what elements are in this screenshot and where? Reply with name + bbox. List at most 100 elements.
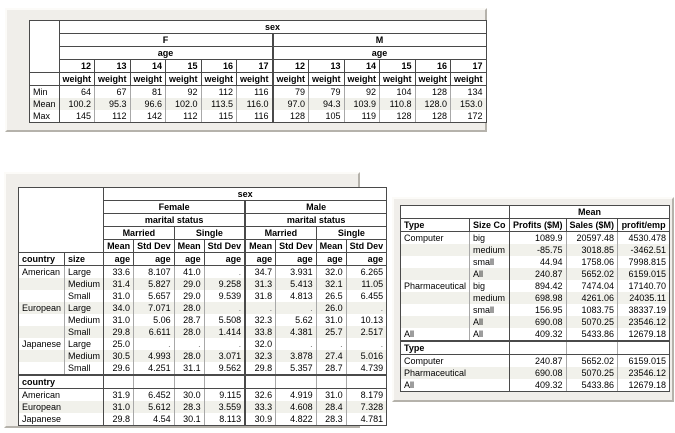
country-cell	[18, 290, 66, 302]
data-cell: 5.508	[204, 314, 246, 326]
age-measure-header: age	[173, 252, 205, 266]
stat-row-label: Min	[29, 85, 60, 98]
data-cell: 8.113	[204, 413, 246, 426]
data-cell: 28.0	[174, 326, 205, 338]
data-cell: 7.328	[346, 401, 388, 413]
data-cell: 29.0	[174, 290, 205, 302]
data-cell: 103.9	[344, 98, 381, 110]
data-cell: 3.071	[204, 350, 246, 362]
data-cell: .	[204, 265, 246, 278]
data-cell: 26.5	[316, 290, 347, 302]
data-cell: 3.559	[204, 401, 246, 413]
data-cell: 28.7	[316, 362, 347, 375]
data-cell: 5.657	[133, 290, 175, 302]
empty-cell	[617, 340, 671, 355]
type-summary-label: Pharmaceutical	[400, 367, 511, 379]
data-cell: 240.87	[509, 268, 567, 280]
corner-cell	[17, 187, 105, 253]
age-measure-header: age	[103, 252, 135, 266]
data-cell: 79	[271, 85, 310, 98]
data-cell: 112	[94, 110, 131, 123]
data-cell: 32.6	[244, 388, 277, 401]
single-header: Single	[315, 226, 388, 240]
measure-header: weight	[94, 72, 131, 86]
data-cell: 9.115	[204, 388, 246, 401]
age-col-header: 12	[271, 59, 310, 73]
data-cell: 4.822	[275, 413, 317, 426]
data-cell: 38337.19	[617, 304, 671, 316]
data-cell: 4.739	[346, 362, 388, 375]
empty-cell	[133, 374, 175, 389]
stat-row-label: Max	[29, 110, 60, 123]
age-col-header: 12	[58, 59, 96, 73]
company-summary-panel: Mean Type Size Co Profits ($M) Sales ($M…	[392, 197, 674, 402]
data-cell: 2.517	[346, 326, 388, 338]
age-col-header: 13	[308, 59, 345, 73]
size-cell: Large	[64, 265, 105, 278]
data-cell: 17140.70	[617, 280, 671, 292]
table-row: Japanese Large 25.0 . . . 32.0 . . .	[18, 338, 388, 350]
age-col-header: 13	[94, 59, 131, 73]
mean-group-header: Mean	[509, 205, 671, 219]
measure-header: weight	[379, 72, 416, 86]
data-cell: 29.0	[174, 278, 205, 290]
age-col-header: 15	[379, 59, 416, 73]
table-row: Computer big 1089.9 20597.48 4530.478	[400, 231, 671, 244]
country-summary-label: American	[18, 388, 105, 401]
mean-header: Mean	[173, 239, 205, 253]
measure-header: weight	[308, 72, 345, 86]
table-row: European Large 34.0 7.071 28.0 . . . 26.…	[18, 302, 388, 314]
data-cell: 31.0	[316, 388, 347, 401]
data-cell: -85.75	[509, 244, 567, 256]
data-cell: 34.7	[244, 265, 277, 278]
data-cell: 113.5	[201, 98, 238, 110]
age-summary-panel: sex Female Male marital status marital s…	[4, 172, 388, 428]
data-cell: 31.9	[103, 388, 135, 401]
corner-cell	[29, 20, 60, 73]
data-cell: 6.452	[133, 388, 175, 401]
data-cell: 23546.12	[617, 367, 671, 379]
empty-cell	[204, 374, 246, 389]
data-cell: 29.8	[103, 326, 135, 338]
data-cell: 105	[308, 110, 345, 123]
size-cell: small	[469, 304, 511, 316]
data-cell: 102.0	[165, 98, 202, 110]
data-cell: 4.608	[275, 401, 317, 413]
data-cell: 25.7	[316, 326, 347, 338]
data-cell: 30.9	[244, 413, 277, 426]
measure-header: weight	[450, 72, 487, 86]
country-col-header: country	[17, 252, 66, 266]
data-cell: 33.6	[103, 265, 135, 278]
data-cell: 4.993	[133, 350, 175, 362]
data-cell: 5.413	[275, 278, 317, 290]
section-header-row: country	[18, 374, 388, 389]
table-row: medium -85.75 3018.85 -3462.51	[400, 244, 671, 256]
data-cell: 67	[94, 85, 131, 98]
type-cell	[400, 244, 471, 256]
data-cell: 92	[165, 85, 202, 98]
data-cell: 4.54	[133, 413, 175, 426]
size-cell: Large	[64, 302, 105, 314]
data-cell: 30.0	[174, 388, 205, 401]
data-cell: 26.0	[316, 302, 347, 314]
data-cell: 409.32	[509, 379, 567, 392]
age-col-header: 17	[450, 59, 487, 73]
data-cell: .	[174, 338, 205, 350]
table-row: Japanese 29.8 4.54 30.1 8.113 30.9 4.822…	[18, 413, 388, 426]
type-section-label: Type	[400, 340, 511, 355]
data-cell: 5.357	[275, 362, 317, 375]
data-cell: .	[316, 338, 347, 350]
data-cell: 9.562	[204, 362, 246, 375]
data-cell: 4261.06	[566, 292, 619, 304]
table-row: All 409.32 5433.86 12679.18	[400, 379, 671, 392]
data-cell: 100.2	[59, 98, 96, 110]
measure-header: weight	[129, 72, 167, 86]
age-measure-header: age	[275, 252, 317, 266]
size-cell: big	[469, 280, 511, 292]
married-header: Married	[244, 226, 317, 240]
data-cell: -3462.51	[617, 244, 671, 256]
type-cell: Pharmaceutical	[400, 280, 471, 292]
data-cell: 5.612	[133, 401, 175, 413]
table-row: Pharmaceutical 690.08 5070.25 23546.12	[400, 367, 671, 379]
age-col-header: 15	[165, 59, 202, 73]
